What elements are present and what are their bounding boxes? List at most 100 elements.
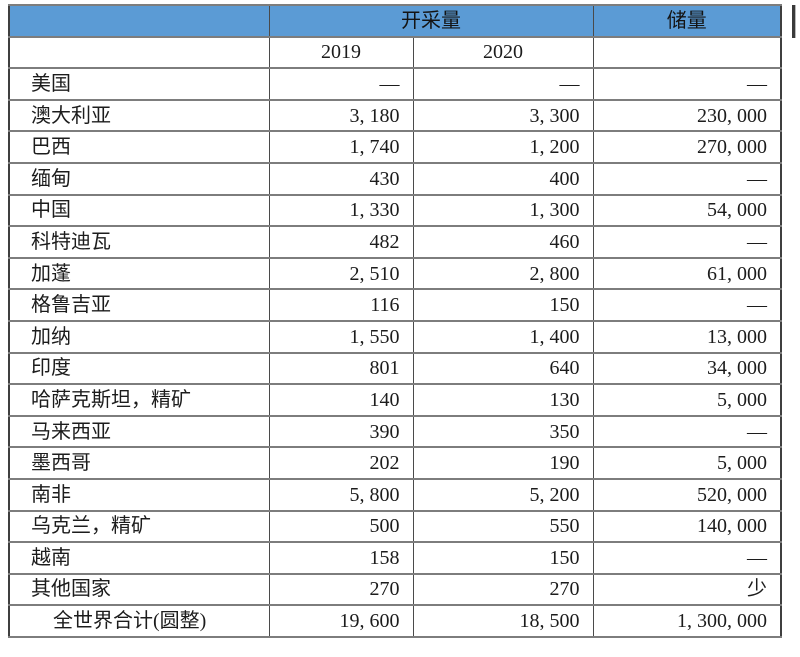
table-row: 格鲁吉亚 116 150 —: [8, 288, 782, 322]
cell-country: 加纳: [8, 319, 270, 354]
cell-2020: 150: [412, 541, 594, 575]
cell-2020: —: [412, 67, 594, 101]
cell-2019: 1, 740: [268, 130, 414, 164]
header-row-years: 2019 2020: [8, 35, 782, 70]
cell-2019: 482: [268, 225, 414, 259]
cell-2019: 202: [268, 446, 414, 480]
cell-reserves: —: [592, 161, 782, 196]
cell-2019: 2, 510: [268, 256, 414, 291]
cell-country: 南非: [8, 477, 270, 512]
cell-reserves: —: [592, 414, 782, 449]
cell-2020: 270: [412, 572, 594, 607]
cell-2020: 150: [412, 288, 594, 322]
cell-reserves: 61, 000: [592, 256, 782, 291]
cell-country: 越南: [8, 541, 270, 575]
cell-2020: 1, 300: [412, 193, 594, 228]
table-row: 乌克兰，精矿 500 550 140, 000: [8, 509, 782, 544]
cell-country: 澳大利亚: [8, 98, 270, 133]
cell-2019: 390: [268, 414, 414, 449]
cell-country: 哈萨克斯坦，精矿: [8, 383, 270, 417]
cell-country: 乌克兰，精矿: [8, 509, 270, 544]
cell-country: 其他国家: [8, 572, 270, 607]
cell-country: 印度: [8, 351, 270, 386]
cell-reserves: 140, 000: [592, 509, 782, 544]
table-row: 澳大利亚 3, 180 3, 300 230, 000: [8, 98, 782, 133]
cell-2020: 18, 500: [412, 604, 594, 638]
cell-2020: 3, 300: [412, 98, 594, 133]
table-row: 科特迪瓦 482 460 —: [8, 225, 782, 259]
table-row: 加纳 1, 550 1, 400 13, 000: [8, 319, 782, 354]
cell-2019: 430: [268, 161, 414, 196]
manganese-production-reserves-table: 开采量 储量 2019 2020 美国 — — — 澳大利亚 3, 180 3,…: [8, 4, 782, 638]
table-row: 加蓬 2, 510 2, 800 61, 000: [8, 256, 782, 291]
text-cursor: [792, 5, 795, 38]
table-row-world-total: 全世界合计(圆整) 19, 600 18, 500 1, 300, 000: [8, 604, 782, 638]
cell-2020: 130: [412, 383, 594, 417]
header-empty-cell: [592, 35, 782, 70]
cell-2020: 640: [412, 351, 594, 386]
cell-reserves: 230, 000: [592, 98, 782, 133]
table-row: 马来西亚 390 350 —: [8, 414, 782, 449]
cell-2019: 1, 330: [268, 193, 414, 228]
cell-country: 巴西: [8, 130, 270, 164]
cell-2020: 400: [412, 161, 594, 196]
cell-2020: 550: [412, 509, 594, 544]
cell-2019: 140: [268, 383, 414, 417]
table-row: 哈萨克斯坦，精矿 140 130 5, 000: [8, 383, 782, 417]
cell-2020: 350: [412, 414, 594, 449]
cell-reserves: 13, 000: [592, 319, 782, 354]
cell-country: 全世界合计(圆整): [8, 604, 270, 638]
cell-reserves: 5, 000: [592, 446, 782, 480]
cell-reserves: —: [592, 67, 782, 101]
table-row: 美国 — — —: [8, 67, 782, 101]
cell-2019: —: [268, 67, 414, 101]
cell-2019: 500: [268, 509, 414, 544]
cell-2019: 3, 180: [268, 98, 414, 133]
cell-2019: 1, 550: [268, 319, 414, 354]
cell-2020: 1, 200: [412, 130, 594, 164]
cell-2019: 19, 600: [268, 604, 414, 638]
table-row: 印度 801 640 34, 000: [8, 351, 782, 386]
cell-reserves: 54, 000: [592, 193, 782, 228]
cell-reserves: —: [592, 541, 782, 575]
header-year-2019: 2019: [268, 35, 414, 70]
cell-country: 加蓬: [8, 256, 270, 291]
header-row-groups: 开采量 储量: [8, 4, 782, 38]
cell-2020: 2, 800: [412, 256, 594, 291]
table-row: 其他国家 270 270 少: [8, 572, 782, 607]
cell-2019: 5, 800: [268, 477, 414, 512]
cell-2019: 116: [268, 288, 414, 322]
cell-2019: 158: [268, 541, 414, 575]
cell-2020: 460: [412, 225, 594, 259]
header-empty-cell: [8, 4, 270, 38]
table-row: 越南 158 150 —: [8, 541, 782, 575]
cell-2019: 801: [268, 351, 414, 386]
cell-reserves: —: [592, 288, 782, 322]
table-row: 巴西 1, 740 1, 200 270, 000: [8, 130, 782, 164]
cell-country: 中国: [8, 193, 270, 228]
table-row: 缅甸 430 400 —: [8, 161, 782, 196]
cell-reserves: 270, 000: [592, 130, 782, 164]
cell-reserves: 34, 000: [592, 351, 782, 386]
cell-2020: 190: [412, 446, 594, 480]
cell-2020: 5, 200: [412, 477, 594, 512]
cell-country: 美国: [8, 67, 270, 101]
cell-country: 科特迪瓦: [8, 225, 270, 259]
cell-2020: 1, 400: [412, 319, 594, 354]
header-year-2020: 2020: [412, 35, 594, 70]
cell-country: 墨西哥: [8, 446, 270, 480]
cell-reserves: 少: [592, 572, 782, 607]
header-production-group: 开采量: [268, 4, 594, 38]
cell-country: 缅甸: [8, 161, 270, 196]
cell-reserves: 520, 000: [592, 477, 782, 512]
cell-country: 马来西亚: [8, 414, 270, 449]
cell-reserves: 1, 300, 000: [592, 604, 782, 638]
cell-country: 格鲁吉亚: [8, 288, 270, 322]
table-row: 墨西哥 202 190 5, 000: [8, 446, 782, 480]
header-empty-cell: [8, 35, 270, 70]
table-row: 南非 5, 800 5, 200 520, 000: [8, 477, 782, 512]
cell-reserves: 5, 000: [592, 383, 782, 417]
cell-2019: 270: [268, 572, 414, 607]
table-row: 中国 1, 330 1, 300 54, 000: [8, 193, 782, 228]
